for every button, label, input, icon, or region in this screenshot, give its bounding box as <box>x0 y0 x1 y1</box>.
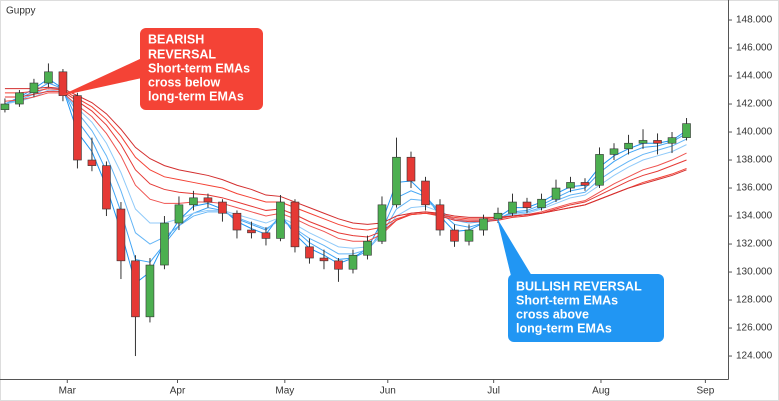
chart-title: Guppy <box>6 6 35 17</box>
annotation-box <box>508 274 664 342</box>
x-tick-label: Jun <box>380 386 396 397</box>
candle-body <box>363 240 372 256</box>
y-tick-label: 126.000 <box>736 323 773 334</box>
annotation-pointer <box>497 218 532 280</box>
candle-body <box>377 204 387 242</box>
candle-body <box>653 140 662 144</box>
candle-body <box>638 140 648 144</box>
candle-body <box>624 142 633 150</box>
x-tick-label: Aug <box>592 386 610 397</box>
candle-body <box>479 218 488 231</box>
annotation-text: Short-term EMAs <box>516 293 618 307</box>
candle-body <box>421 180 430 206</box>
candle-body <box>247 229 256 234</box>
candle-body <box>290 201 300 248</box>
candle-body <box>595 154 604 186</box>
candle-body <box>392 156 401 206</box>
candle-body <box>73 95 82 161</box>
annotation-text: BEARISH <box>148 32 204 46</box>
ema-line <box>4 89 687 249</box>
candle-body <box>58 71 68 96</box>
candle-body <box>29 82 39 94</box>
candle-body <box>160 222 169 266</box>
x-tick-label: Sep <box>696 386 714 397</box>
annotation-text: BULLISH REVERSAL <box>516 279 642 293</box>
annotation-text: long-term EMAs <box>516 321 612 335</box>
annotation-text: Short-term EMAs <box>148 61 250 75</box>
candle-body <box>145 264 155 318</box>
candle-body <box>580 182 590 186</box>
annotation-text: cross above <box>516 307 589 321</box>
ema-line <box>4 86 687 255</box>
candle-body <box>334 260 343 270</box>
plot-area <box>0 63 691 357</box>
annotation-box <box>140 28 263 110</box>
y-tick-label: 142.000 <box>736 99 773 110</box>
candle-body <box>435 204 445 231</box>
y-tick-label: 136.000 <box>736 183 773 194</box>
ema-line <box>4 86 687 225</box>
candle-body <box>102 165 111 210</box>
x-tick-label: Jul <box>487 386 500 397</box>
x-tick-label: Apr <box>170 386 186 397</box>
candle-body <box>189 197 198 206</box>
candle-body <box>0 103 10 110</box>
annotation-pointer <box>60 58 142 96</box>
y-tick-label: 128.000 <box>736 295 773 306</box>
y-tick-label: 138.000 <box>736 155 773 166</box>
ema-line <box>4 92 687 242</box>
candle-body <box>551 187 561 200</box>
candle-body <box>566 182 575 189</box>
candle-body <box>406 156 416 182</box>
y-tick-label: 130.000 <box>736 267 773 278</box>
ema-line <box>4 90 687 238</box>
candle-body <box>276 201 285 239</box>
bearish-annotation: BEARISH REVERSAL Short-term EMAs cross b… <box>60 28 263 110</box>
annotation-text: cross below <box>148 75 221 89</box>
y-tick-label: 146.000 <box>736 43 773 54</box>
candle-body <box>232 212 242 231</box>
annotation-text: long-term EMAs <box>148 89 244 103</box>
candle-body <box>508 201 517 214</box>
candle-body <box>203 197 213 203</box>
x-tick-label: May <box>275 386 294 397</box>
candle-body <box>667 137 677 144</box>
candle-body <box>174 204 184 224</box>
candle-body <box>44 71 53 84</box>
candle-body <box>218 201 227 214</box>
bullish-annotation: BULLISH REVERSAL Short-term EMAs cross a… <box>497 218 664 342</box>
y-tick-label: 144.000 <box>736 71 773 82</box>
candle-body <box>682 123 691 138</box>
candle-body <box>450 229 459 242</box>
candle-body <box>131 260 140 318</box>
y-tick-label: 134.000 <box>736 211 773 222</box>
candle-body <box>348 254 358 270</box>
candle-body <box>305 246 314 259</box>
candle-body <box>609 148 619 155</box>
y-tick-label: 148.000 <box>736 15 773 26</box>
annotation-text: REVERSAL <box>148 47 216 61</box>
ema-line <box>4 82 687 263</box>
y-tick-label: 140.000 <box>736 127 773 138</box>
candle-body <box>493 212 503 220</box>
y-tick-label: 124.000 <box>736 351 773 362</box>
candle-body <box>116 208 126 262</box>
y-tick-label: 132.000 <box>736 239 773 250</box>
candle-body <box>15 92 24 105</box>
candle-body <box>522 201 532 208</box>
candle-body <box>319 257 329 262</box>
candle-body <box>87 159 97 166</box>
x-tick-label: Mar <box>59 386 77 397</box>
candle-body <box>261 232 271 239</box>
candle-body <box>464 229 474 242</box>
candle-body <box>537 198 546 208</box>
